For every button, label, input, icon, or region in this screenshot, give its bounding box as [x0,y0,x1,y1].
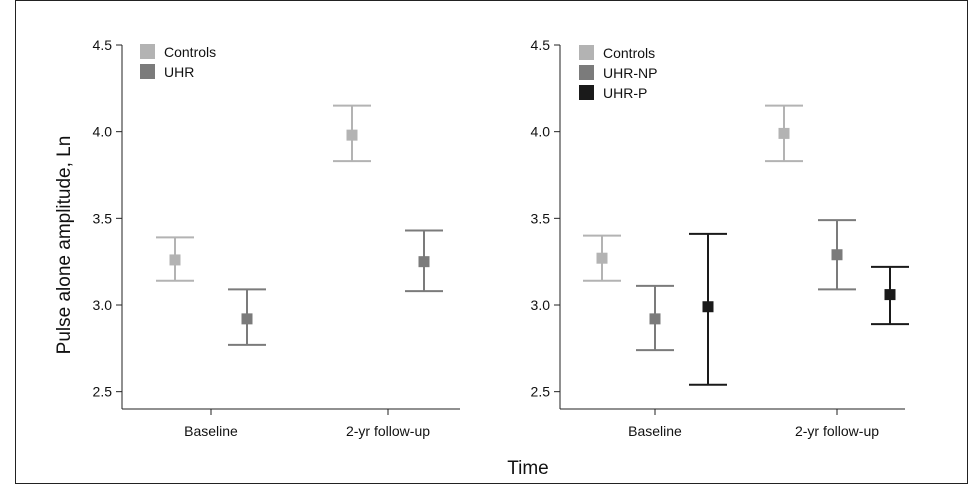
y-axis-title: Pulse alone amplitude, Ln [54,136,75,355]
y-tick-label: 2.5 [93,384,113,400]
y-tick-label: 4.5 [531,37,551,53]
figure-frame [15,0,968,484]
legend-label: UHR [164,64,194,80]
y-tick-label: 3.5 [93,210,113,226]
x-tick-label: 2-yr follow-up [346,423,430,439]
data-point [241,313,253,325]
legend-swatch [140,64,155,79]
data-point [169,254,181,266]
legend-swatch [579,45,594,60]
x-tick-label: Baseline [628,423,682,439]
data-point [702,301,714,313]
y-tick-label: 3.0 [531,297,551,313]
legend-swatch [579,65,594,80]
legend-swatch [140,44,155,59]
y-tick-label: 4.0 [93,124,113,140]
data-point [596,252,608,264]
x-tick-label: 2-yr follow-up [795,423,879,439]
y-tick-label: 4.0 [531,124,551,140]
data-point [778,127,790,139]
x-tick-label: Baseline [184,423,238,439]
legend-label: Controls [164,44,216,60]
x-axis-title: Time [507,458,549,479]
y-tick-label: 3.0 [93,297,113,313]
legend-label: UHR-P [603,85,647,101]
data-point [346,129,358,141]
data-point [418,256,430,268]
data-point [831,249,843,261]
y-tick-label: 4.5 [93,37,113,53]
data-point [884,289,896,301]
legend-swatch [579,85,594,100]
y-tick-label: 2.5 [531,384,551,400]
legend-label: Controls [603,45,655,61]
legend-label: UHR-NP [603,65,657,81]
y-tick-label: 3.5 [531,210,551,226]
data-point [649,313,661,325]
